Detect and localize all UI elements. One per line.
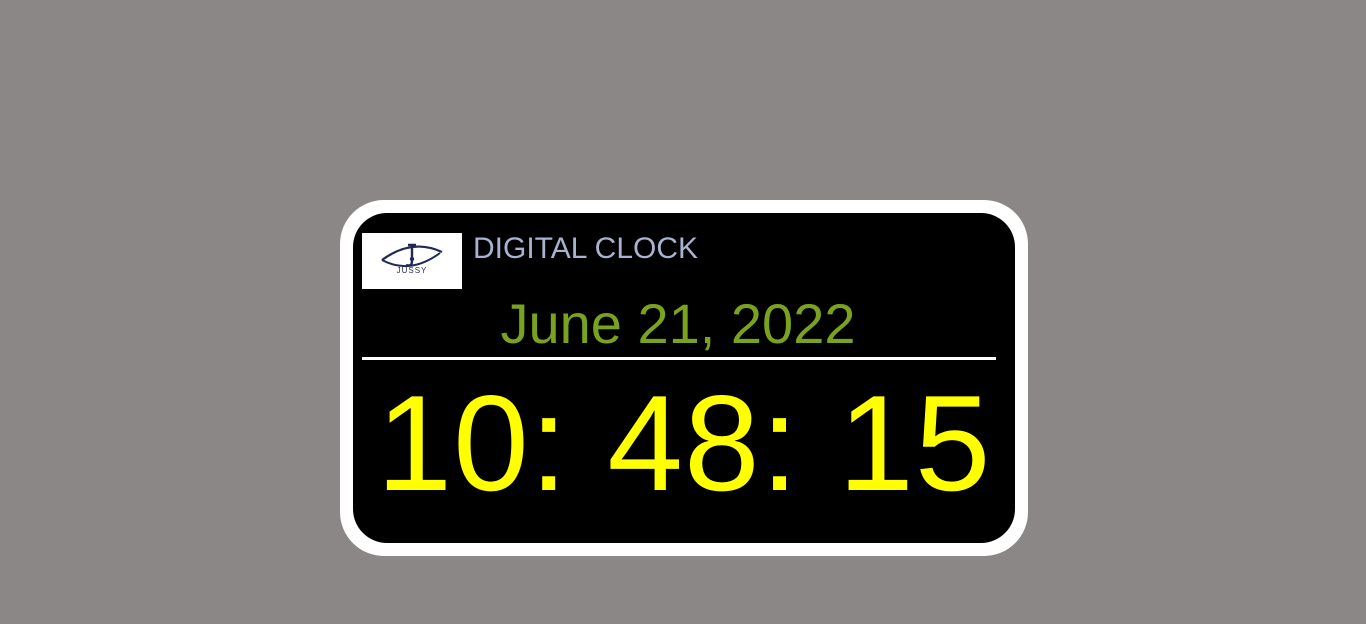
logo: JUSSY bbox=[362, 233, 462, 289]
clock-frame: JUSSY DIGITAL CLOCK June 21, 2022 10: 48… bbox=[340, 200, 1028, 556]
jussy-eye-logo-icon: JUSSY bbox=[381, 243, 443, 275]
time-display: 10: 48: 15 bbox=[376, 367, 992, 519]
app-title: DIGITAL CLOCK bbox=[473, 232, 699, 265]
logo-text: JUSSY bbox=[397, 266, 428, 275]
date-display: June 21, 2022 bbox=[500, 292, 856, 355]
clock-panel: JUSSY DIGITAL CLOCK June 21, 2022 10: 48… bbox=[353, 213, 1015, 543]
divider bbox=[362, 357, 996, 360]
